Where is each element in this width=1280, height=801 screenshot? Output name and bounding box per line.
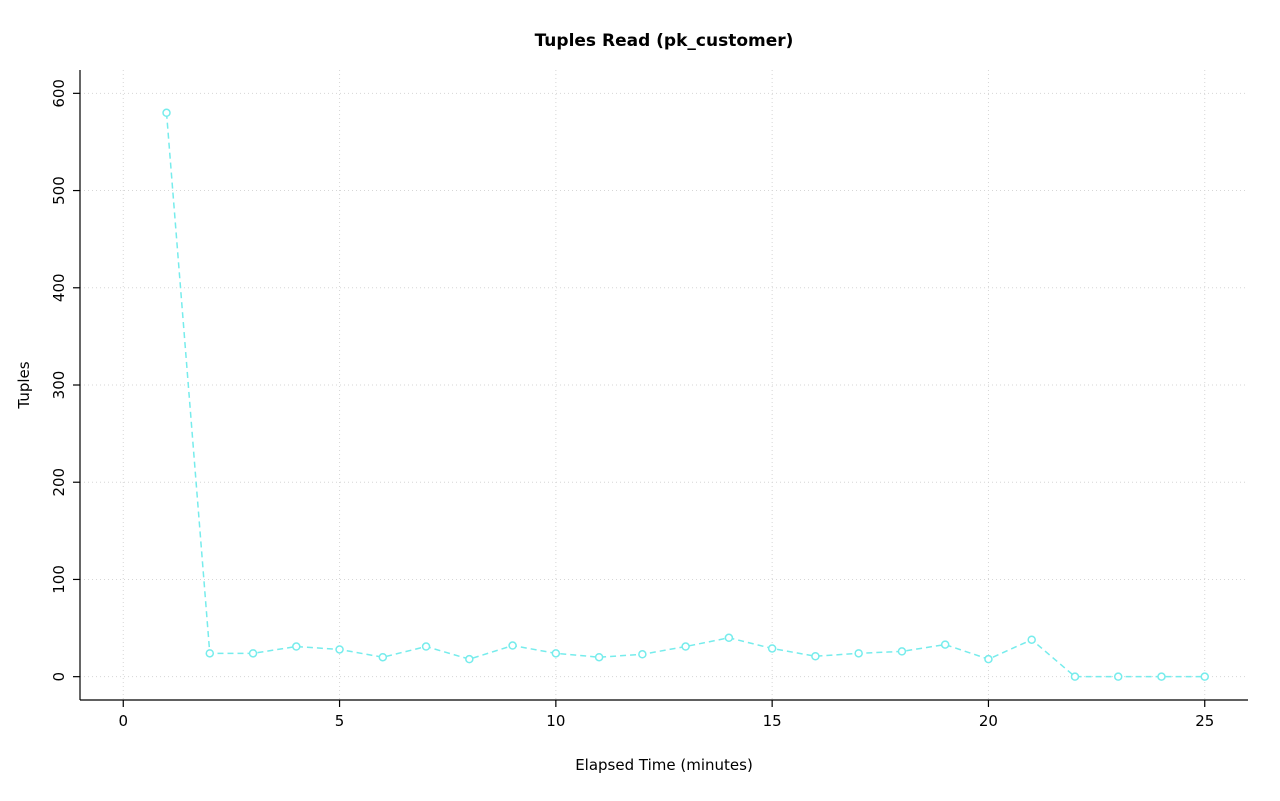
- data-point-marker: [1113, 672, 1123, 681]
- series-line: [165, 112, 1205, 678]
- y-tick-label: 300: [50, 371, 68, 400]
- x-tick-label: 20: [979, 712, 998, 730]
- x-axis-title: Elapsed Time (minutes): [575, 756, 753, 774]
- x-tick-label: 0: [118, 712, 128, 730]
- data-point-marker: [292, 642, 301, 651]
- data-point-marker: [508, 641, 517, 650]
- data-point-marker: [984, 654, 993, 664]
- y-tick-label: 400: [50, 273, 68, 302]
- data-point-marker: [1070, 672, 1080, 681]
- x-tick-label: 10: [546, 712, 565, 730]
- y-tick-label: 600: [50, 79, 68, 108]
- y-tick-label: 0: [50, 672, 68, 682]
- y-tick-label: 100: [50, 565, 68, 594]
- data-point-marker: [335, 645, 344, 654]
- data-point-marker: [724, 633, 734, 643]
- x-tick-label: 25: [1195, 712, 1214, 730]
- data-point-marker: [1157, 672, 1166, 681]
- data-point-marker: [205, 649, 215, 658]
- data-point-marker: [378, 652, 388, 662]
- data-point-marker: [551, 649, 561, 658]
- data-point-marker: [594, 652, 604, 662]
- data-point-marker: [897, 647, 907, 656]
- data-point-marker: [854, 649, 863, 658]
- y-tick-label: 200: [50, 468, 68, 497]
- data-point-marker: [421, 642, 431, 651]
- data-point-marker: [811, 652, 820, 661]
- data-point-marker: [162, 108, 171, 118]
- data-point-marker: [1027, 635, 1036, 644]
- data-point-marker: [248, 649, 258, 658]
- y-tick-label: 500: [50, 176, 68, 205]
- data-point-marker: [638, 650, 647, 659]
- x-tick-label: 15: [763, 712, 782, 730]
- chart-title: Tuples Read (pk_customer): [534, 31, 794, 51]
- data-point-marker: [681, 642, 690, 651]
- data-point-marker: [940, 640, 950, 649]
- data-point-marker: [1200, 672, 1209, 681]
- data-point-marker: [767, 644, 777, 653]
- x-tick-label: 5: [335, 712, 345, 730]
- data-point-marker: [465, 654, 474, 664]
